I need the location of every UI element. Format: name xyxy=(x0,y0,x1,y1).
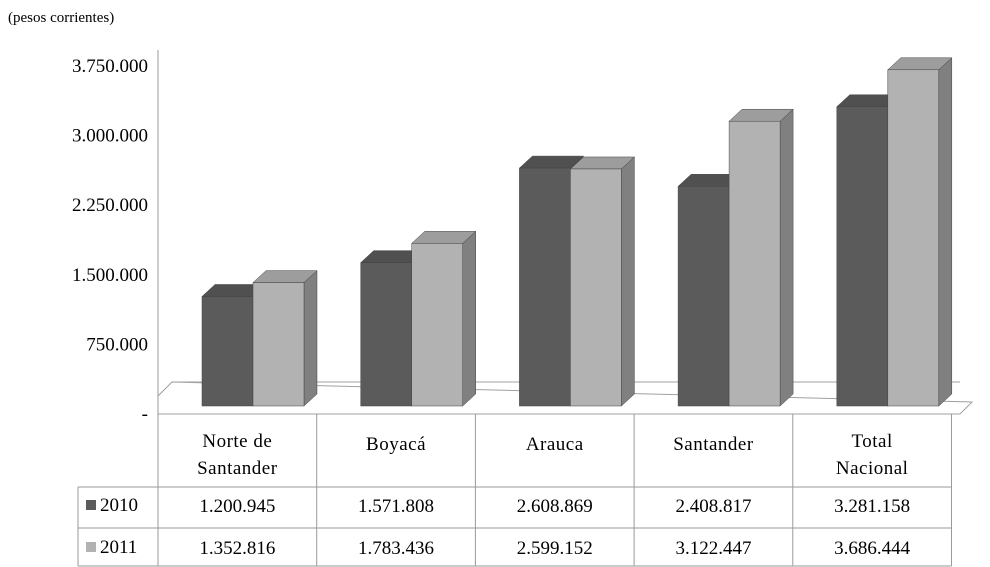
x-tick-label: Total xyxy=(852,431,893,452)
data-label: 1.783.436 xyxy=(358,538,434,559)
x-tick-label: Santander xyxy=(673,434,754,455)
y-axis-ticks: - 750.000 1.500.000 2.250.000 3.000.000 3.750… xyxy=(72,56,148,425)
y-tick-label: - xyxy=(142,404,148,425)
y-tick-label: 3.000.000 xyxy=(72,126,148,147)
bar-front xyxy=(836,106,889,407)
x-tick-label: Santander xyxy=(197,458,278,479)
y-tick-label: 3.750.000 xyxy=(72,56,148,77)
data-label: 2.408.817 xyxy=(675,496,751,517)
data-label: 3.281.158 xyxy=(834,496,910,517)
data-label: 3.686.444 xyxy=(834,538,911,559)
bar-2011-1 xyxy=(252,270,318,407)
bar-side xyxy=(938,57,953,407)
bar-front xyxy=(677,186,730,407)
data-label: 2.599.152 xyxy=(517,538,593,559)
legend-label-2010: 2010 xyxy=(100,495,138,516)
bar-2011-5 xyxy=(887,57,953,407)
bar-2011-4 xyxy=(728,108,794,407)
data-label: 1.352.816 xyxy=(199,538,275,559)
y-tick-label: 750.000 xyxy=(86,334,148,355)
data-label: 3.122.447 xyxy=(675,538,751,559)
data-label: 1.200.945 xyxy=(199,496,275,517)
bar-side xyxy=(462,230,476,407)
x-tick-label: Arauca xyxy=(526,434,584,455)
bar-front xyxy=(411,243,463,407)
bar-2011-2 xyxy=(411,230,477,407)
bar-2011-3 xyxy=(569,156,636,407)
data-table: Norte de Santander Boyacá Arauca Santander To… xyxy=(77,414,952,567)
bar-front xyxy=(519,167,571,407)
y-tick-label: 1.500.000 xyxy=(72,265,148,286)
bar-front xyxy=(252,282,305,407)
data-label: 2.608.869 xyxy=(517,496,593,517)
bar-side xyxy=(779,108,794,407)
bars xyxy=(201,57,953,407)
y-tick-label: 2.250.000 xyxy=(72,195,148,216)
data-label: 1.571.808 xyxy=(358,496,434,517)
bar-front xyxy=(728,120,781,407)
legend-label-2011: 2011 xyxy=(100,537,137,558)
x-tick-label: Nacional xyxy=(836,458,909,479)
bar-front xyxy=(570,168,622,407)
bar-front xyxy=(360,262,412,407)
unit-note: (pesos corrientes) xyxy=(8,10,114,26)
bar-front xyxy=(201,296,254,407)
x-tick-label: Boyacá xyxy=(366,434,426,455)
legend-swatch-2011 xyxy=(86,542,96,552)
legend-swatch-2010 xyxy=(86,500,96,510)
bar-front xyxy=(887,69,940,407)
bar-side xyxy=(303,270,318,407)
x-tick-label: Norte de xyxy=(202,431,272,452)
bar-side xyxy=(621,156,635,407)
